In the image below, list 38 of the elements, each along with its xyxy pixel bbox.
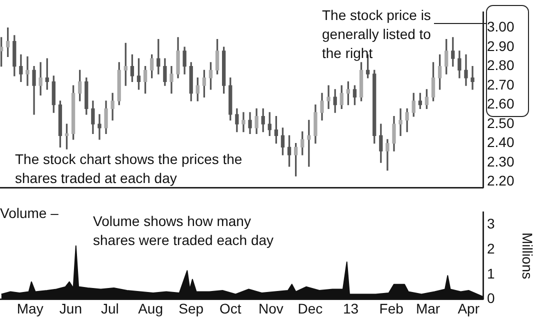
x-tick-label: May — [16, 300, 44, 316]
annotation: Volume shows how many shares were traded each day — [93, 212, 275, 250]
candlestick — [464, 54, 468, 86]
x-tick-label: Oct — [219, 300, 242, 316]
y-axis-title: Millions — [520, 232, 535, 280]
y-tick-label: 2.90 — [487, 38, 514, 54]
y-tick-label: 2.50 — [487, 114, 514, 131]
candlestick — [98, 114, 102, 140]
annotation: The stock price is generally listed to the right — [322, 6, 432, 63]
y-tick-label: 2.20 — [487, 172, 514, 189]
x-tick-label: Sep — [178, 300, 204, 316]
x-tick-label: Apr — [458, 300, 480, 316]
annotation: Volume – — [0, 204, 60, 223]
x-tick-label: Feb — [379, 300, 404, 316]
candlestick — [398, 108, 402, 136]
annotation: The stock chart shows the prices the shares traded at each day — [15, 150, 244, 188]
y-tick-label: 3 — [487, 216, 495, 232]
y-tick-label: 2.60 — [487, 96, 514, 112]
x-tick-label: Dec — [298, 300, 323, 316]
y-tick-label: 2.70 — [487, 76, 514, 92]
candlestick — [326, 85, 330, 109]
x-tick-label: Nov — [258, 300, 284, 316]
x-tick-label: Mar — [416, 300, 440, 316]
candlestick — [26, 56, 30, 86]
y-tick-label: 2.30 — [487, 153, 514, 170]
y-tick-label: 2 — [487, 240, 495, 256]
y-tick-label: 2.80 — [487, 57, 514, 74]
candlestick — [470, 66, 474, 90]
candlestick — [38, 62, 42, 96]
y-tick-label: 3.00 — [487, 18, 514, 35]
candlestick — [242, 112, 246, 132]
y-tick-label: 2.40 — [487, 134, 514, 150]
x-tick-label: Jul — [101, 300, 119, 316]
y-tick-label: 0 — [487, 290, 495, 306]
x-tick-label: Jun — [59, 300, 82, 316]
x-tick-label: 13 — [343, 300, 359, 316]
y-tick-label: 1 — [487, 265, 495, 282]
x-tick-label: Aug — [138, 300, 163, 316]
